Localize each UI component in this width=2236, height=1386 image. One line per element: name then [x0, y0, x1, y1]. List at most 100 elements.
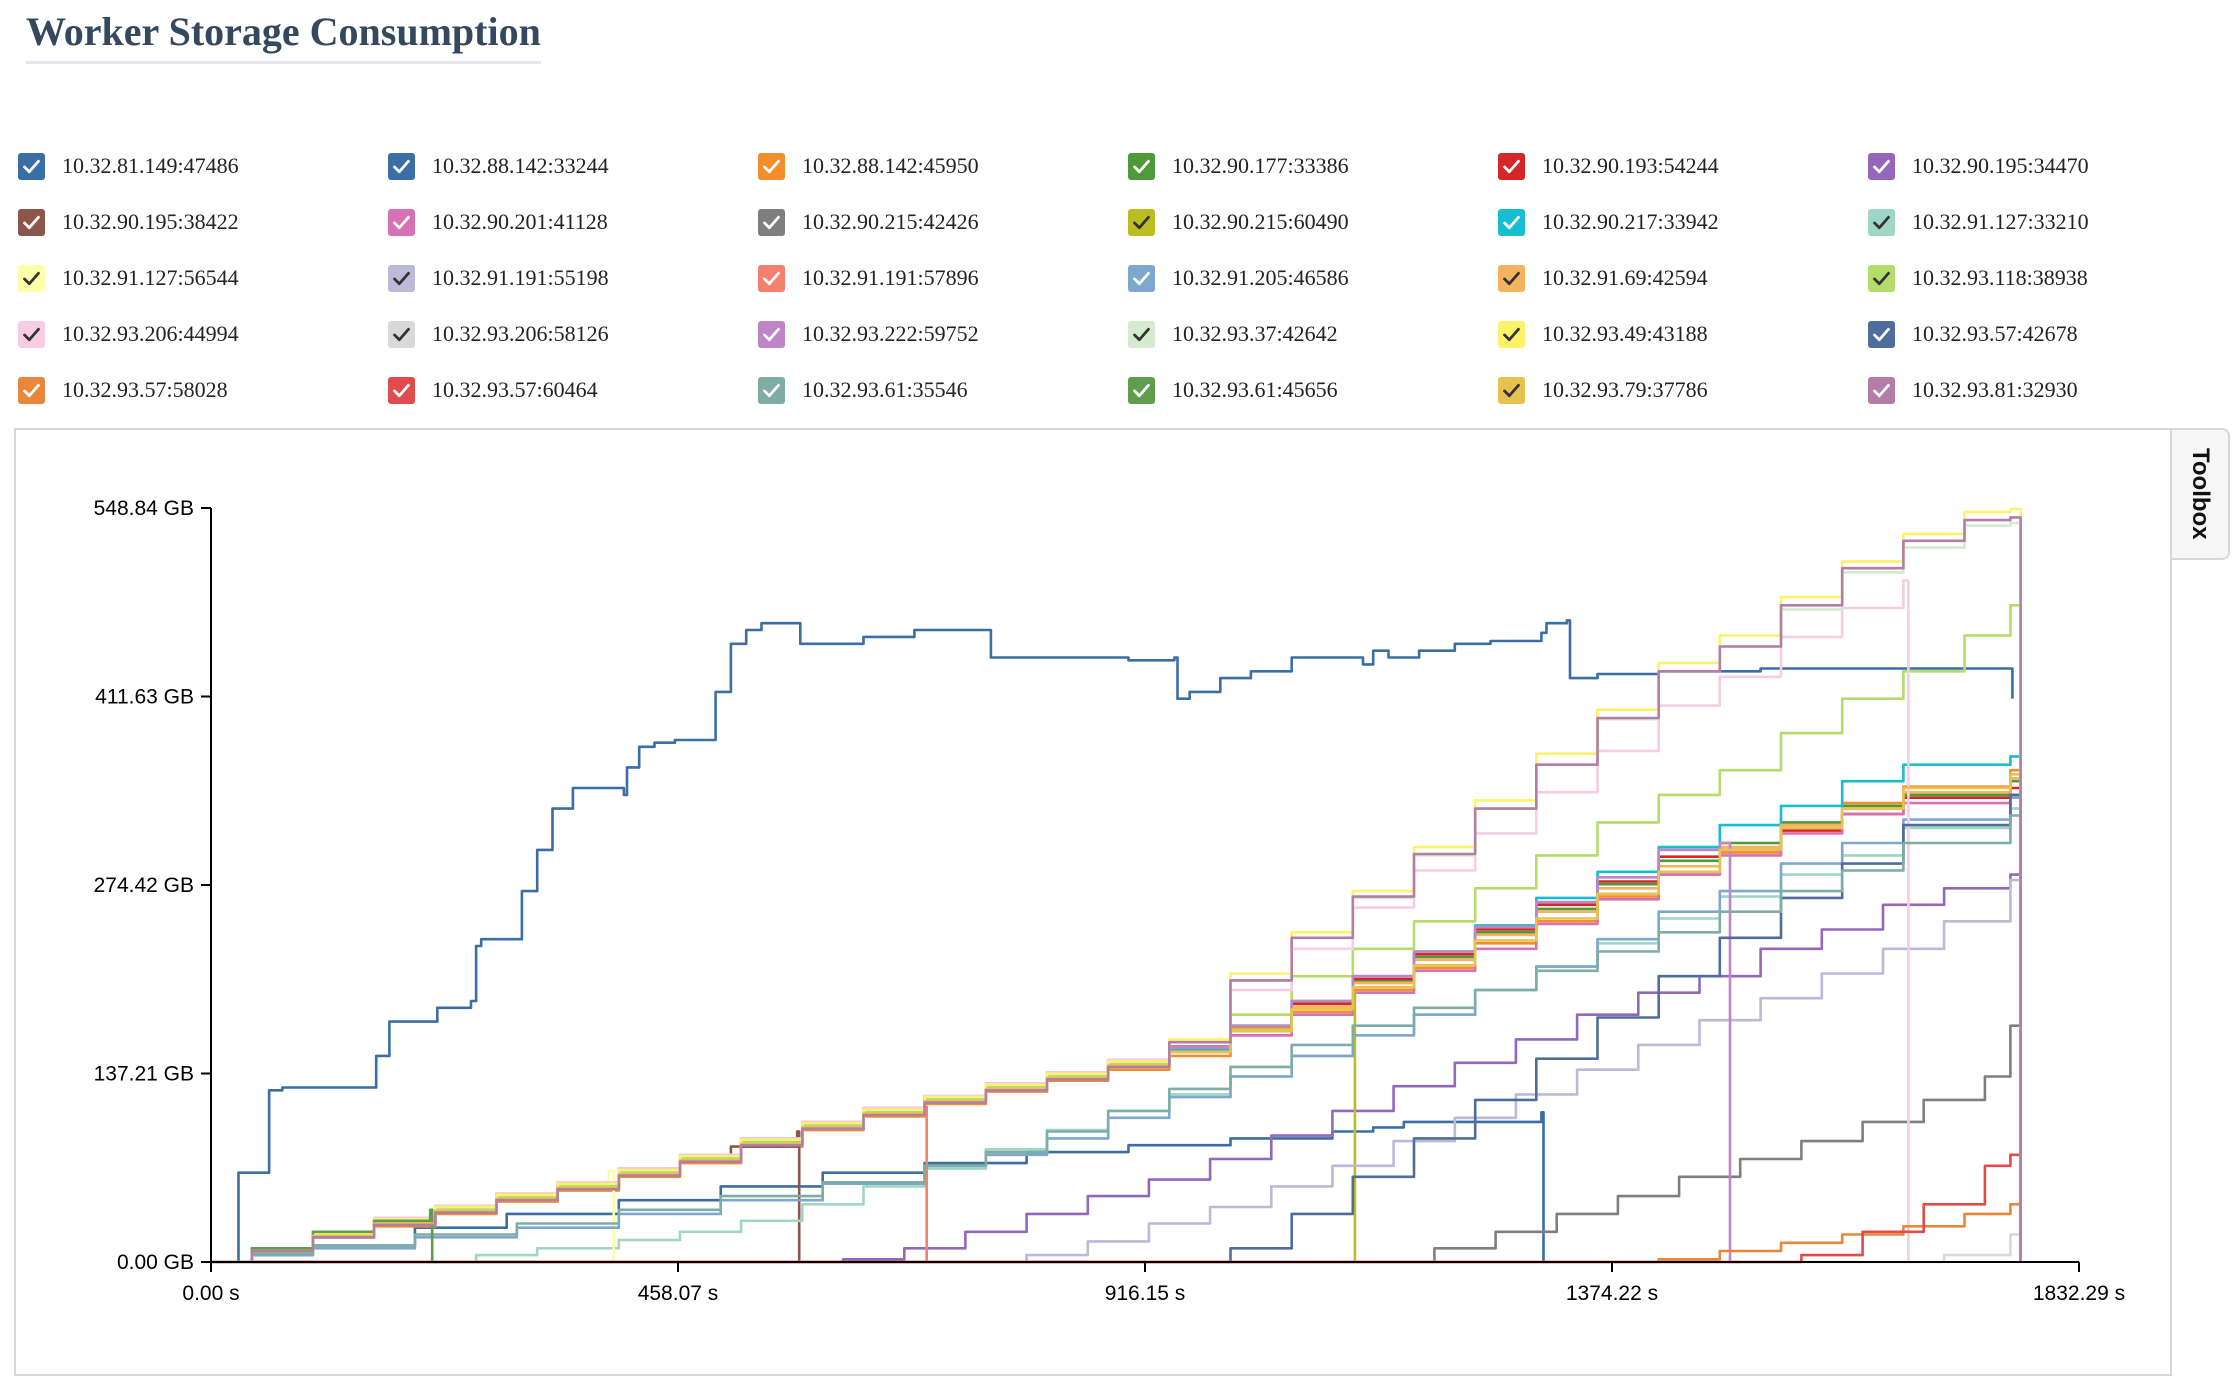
checkbox-icon[interactable]	[18, 376, 45, 404]
checkbox-icon[interactable]	[1868, 264, 1895, 292]
checkbox-icon[interactable]	[1868, 376, 1895, 404]
legend-item[interactable]: 10.32.91.127:56544	[18, 258, 239, 298]
checkbox-icon[interactable]	[1498, 208, 1525, 236]
legend-label: 10.32.91.205:46586	[1172, 265, 1349, 290]
legend-item[interactable]: 10.32.90.193:54244	[1498, 146, 1719, 186]
x-tick-label: 0.00 s	[182, 1282, 239, 1305]
checkbox-icon[interactable]	[1868, 152, 1895, 180]
legend-label: 10.32.90.201:41128	[432, 209, 608, 234]
x-tick-label: 1374.22 s	[1566, 1282, 1658, 1305]
legend-label: 10.32.90.215:60490	[1172, 209, 1349, 234]
legend-item[interactable]: 10.32.93.222:59752	[758, 314, 979, 354]
legend-item[interactable]: 10.32.93.81:32930	[1868, 370, 2078, 410]
checkbox-icon[interactable]	[388, 152, 415, 180]
series-line	[211, 873, 2022, 1264]
legend-label: 10.32.93.57:60464	[432, 377, 598, 402]
checkbox-icon[interactable]	[1498, 264, 1525, 292]
check-icon	[1133, 383, 1150, 397]
checkbox-icon[interactable]	[1128, 376, 1155, 404]
series-line	[236, 619, 2014, 1264]
x-tick-label: 1832.29 s	[2033, 1282, 2125, 1305]
legend-item[interactable]: 10.32.91.69:42594	[1498, 258, 1708, 298]
checkbox-icon[interactable]	[1498, 320, 1525, 348]
series-line	[211, 1024, 2022, 1264]
legend-item[interactable]: 10.32.93.61:35546	[758, 370, 968, 410]
checkbox-icon[interactable]	[388, 376, 415, 404]
legend-item[interactable]: 10.32.93.79:37786	[1498, 370, 1708, 410]
checkbox-icon[interactable]	[18, 152, 45, 180]
legend-item[interactable]: 10.32.91.205:46586	[1128, 258, 1349, 298]
y-tick-label: 411.63 GB	[95, 686, 194, 709]
legend-item[interactable]: 10.32.93.206:44994	[18, 314, 239, 354]
checkbox-icon[interactable]	[1128, 320, 1155, 348]
checkbox-icon[interactable]	[1868, 320, 1895, 348]
legend-item[interactable]: 10.32.91.191:57896	[758, 258, 979, 298]
legend-label: 10.32.93.222:59752	[802, 321, 979, 346]
checkbox-icon[interactable]	[18, 320, 45, 348]
check-icon	[1133, 215, 1150, 229]
legend-item[interactable]: 10.32.88.142:33244	[388, 146, 609, 186]
checkbox-icon[interactable]	[18, 264, 45, 292]
checkbox-icon[interactable]	[1128, 264, 1155, 292]
checkbox-icon[interactable]	[1128, 152, 1155, 180]
checkbox-icon[interactable]	[1128, 208, 1155, 236]
legend-item[interactable]: 10.32.88.142:45950	[758, 146, 979, 186]
legend-item[interactable]: 10.32.93.118:38938	[1868, 258, 2088, 298]
check-icon	[1503, 383, 1520, 397]
checkbox-icon[interactable]	[1498, 152, 1525, 180]
checkbox-icon[interactable]	[388, 264, 415, 292]
x-tick-label: 916.15 s	[1105, 1282, 1186, 1305]
legend-item[interactable]: 10.32.93.206:58126	[388, 314, 609, 354]
legend-label: 10.32.93.81:32930	[1912, 377, 2078, 402]
check-icon	[1503, 327, 1520, 341]
checkbox-icon[interactable]	[388, 320, 415, 348]
checkbox-icon[interactable]	[758, 376, 785, 404]
legend-item[interactable]: 10.32.93.61:45656	[1128, 370, 1338, 410]
series-line	[211, 814, 2022, 1264]
legend-label: 10.32.90.195:34470	[1912, 153, 2089, 178]
check-icon	[393, 271, 410, 285]
checkbox-icon[interactable]	[18, 208, 45, 236]
legend-label: 10.32.93.57:42678	[1912, 321, 2078, 346]
checkbox-icon[interactable]	[1498, 376, 1525, 404]
check-icon	[23, 271, 40, 285]
checkbox-icon[interactable]	[758, 152, 785, 180]
legend-item[interactable]: 10.32.90.215:60490	[1128, 202, 1349, 242]
legend-label: 10.32.93.206:44994	[62, 321, 239, 346]
legend-item[interactable]: 10.32.93.57:60464	[388, 370, 598, 410]
legend-item[interactable]: 10.32.90.177:33386	[1128, 146, 1349, 186]
checkbox-icon[interactable]	[388, 208, 415, 236]
legend-item[interactable]: 10.32.93.57:42678	[1868, 314, 2078, 354]
legend-label: 10.32.91.69:42594	[1542, 265, 1708, 290]
series-line	[211, 807, 2022, 1264]
legend-item[interactable]: 10.32.93.37:42642	[1128, 314, 1338, 354]
legend-item[interactable]: 10.32.90.215:42426	[758, 202, 979, 242]
checkbox-icon[interactable]	[758, 208, 785, 236]
checkbox-icon[interactable]	[758, 320, 785, 348]
check-icon	[393, 159, 410, 173]
series-line	[211, 841, 1741, 1264]
series-line	[211, 793, 2022, 1264]
legend-item[interactable]: 10.32.93.57:58028	[18, 370, 228, 410]
check-icon	[1503, 271, 1520, 285]
check-icon	[1873, 159, 1890, 173]
legend-item[interactable]: 10.32.91.127:33210	[1868, 202, 2089, 242]
legend-label: 10.32.93.37:42642	[1172, 321, 1338, 346]
legend-item[interactable]: 10.32.90.217:33942	[1498, 202, 1719, 242]
legend-label: 10.32.81.149:47486	[62, 153, 239, 178]
checkbox-icon[interactable]	[1868, 208, 1895, 236]
legend-item[interactable]: 10.32.90.201:41128	[388, 202, 608, 242]
legend: 10.32.81.149:47486 10.32.88.142:33244 10.3…	[18, 146, 2218, 406]
legend-label: 10.32.93.61:35546	[802, 377, 968, 402]
checkbox-icon[interactable]	[758, 264, 785, 292]
check-icon	[393, 327, 410, 341]
legend-item[interactable]: 10.32.90.195:38422	[18, 202, 239, 242]
legend-item[interactable]: 10.32.90.195:34470	[1868, 146, 2089, 186]
legend-item[interactable]: 10.32.93.49:43188	[1498, 314, 1708, 354]
legend-item[interactable]: 10.32.81.149:47486	[18, 146, 239, 186]
check-icon	[23, 215, 40, 229]
check-icon	[763, 383, 780, 397]
toolbox-tab[interactable]: Toolbox	[2172, 428, 2230, 560]
legend-label: 10.32.91.127:33210	[1912, 209, 2089, 234]
legend-item[interactable]: 10.32.91.191:55198	[388, 258, 609, 298]
